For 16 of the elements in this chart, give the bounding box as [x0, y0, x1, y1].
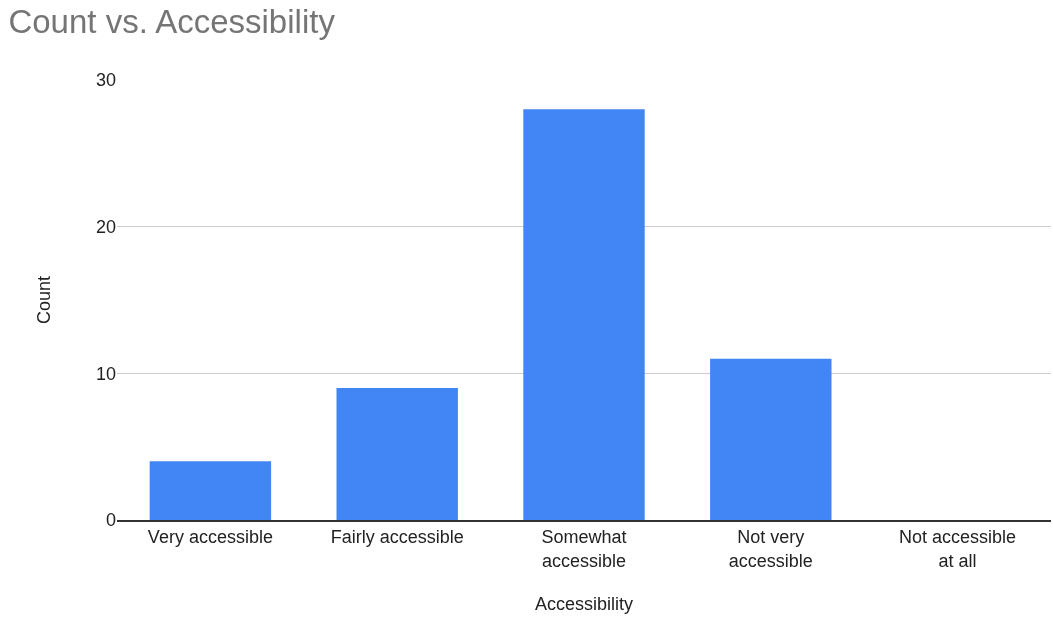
bar — [336, 388, 458, 520]
y-axis-title: Count — [34, 275, 55, 325]
x-tick-label: Somewhat accessible — [541, 527, 627, 571]
chart-title: Count vs. Accessibility — [8, 2, 336, 40]
bar — [523, 109, 645, 520]
x-tick-label: Very accessible — [147, 527, 273, 548]
x-tick-label: Not accessible at all — [899, 527, 1017, 571]
x-axis-title: Accessibility — [534, 594, 634, 615]
y-tick-label: 10 — [95, 363, 116, 384]
y-tick-label: 0 — [105, 510, 116, 531]
x-tick-label: Fairly accessible — [330, 527, 464, 548]
y-tick-label: 20 — [95, 216, 116, 237]
x-tick-label: Not very accessible — [728, 527, 813, 571]
bar — [710, 358, 832, 520]
y-tick-label: 30 — [95, 70, 116, 91]
bar — [149, 461, 272, 520]
